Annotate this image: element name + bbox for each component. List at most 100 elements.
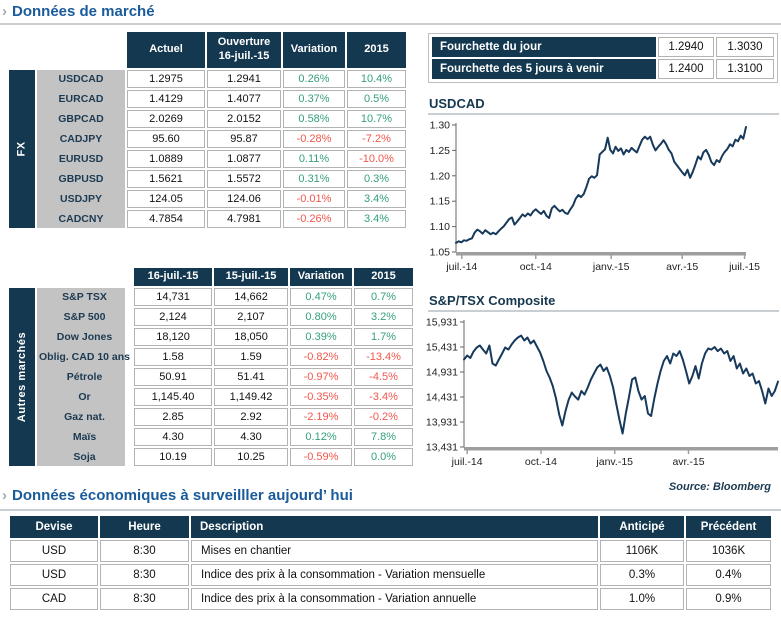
cell-day2: 51.41 [214,368,289,386]
cell-expected: 1.0% [600,588,684,610]
cell-ytd: -4.5% [354,368,414,386]
cell-variation: 0.39% [290,328,353,346]
cell-label: USDCAD [58,73,104,85]
cell-ytd: 10.7% [347,110,406,128]
table-row: USD 8:30 Mises en chantier 1106K 1036K [10,540,771,562]
section-title-market-text: Données de marché [12,3,155,20]
table-row: USDCAD 1.2975 1.2941 0.26% 10.4% [9,70,406,88]
table-row: S&P 500 2,124 2,107 0.80% 3.2% [9,308,414,326]
cell-day1: 1,145.40 [134,388,213,406]
svg-text:13,431: 13,431 [426,442,458,454]
cell-label: EURCAD [58,93,104,105]
svg-text:juil.-15: juil.-15 [728,261,760,273]
cell-day1: 4.30 [134,428,213,446]
header-2015: 2015 [354,268,414,286]
cell-variation: -0.82% [290,348,353,366]
cell-day1: 2,124 [134,308,213,326]
cell-ytd: 3.2% [354,308,414,326]
cell-currency: USD [10,540,98,562]
svg-text:13,931: 13,931 [426,417,458,429]
table-row: USD 8:30 Indice des prix à la consommation… [10,564,771,586]
cell-actual: 1.5621 [127,170,205,188]
cell-ytd: 3.4% [347,210,406,228]
svg-text:1.15: 1.15 [430,196,451,208]
usdcad-chart-title: USDCAD [429,96,485,111]
cell-variation: 0.80% [290,308,353,326]
svg-text:avr.-15: avr.-15 [666,261,698,273]
tsx-chart: 13,431 13,931 14,431 14,931 15,431 15,931 juil… [426,317,779,468]
cell-open: 1.2941 [207,70,281,88]
cell-high: 1.3100 [716,59,774,79]
cell-ytd: -7.2% [347,130,406,148]
ghost-cell [9,130,35,148]
cell-label: Maïs [72,431,97,443]
cell-day2: 18,050 [214,328,289,346]
ghost-cell [9,110,35,128]
table-row: CADCNY 4.7854 4.7981 -0.26% 3.4% [9,210,406,228]
cell-actual: 1.4129 [127,90,205,108]
section-title-econ-text: Données économiques à surveilller aujour… [12,487,353,504]
cell-open: 2.0152 [207,110,281,128]
range-box: Fourchette du jour 1.2940 1.3030 Fourchette… [428,33,778,83]
header-variation: Variation [290,268,353,286]
cell-actual: 2.0269 [127,110,205,128]
markets-group-bar: Autres marchés [9,288,35,466]
table-row: Oblig. CAD 10 ans 1.58 1.59 -0.82% -13.4% [9,348,414,366]
cell-description: Indice des prix à la consommation - Vari… [191,564,598,586]
table-row: CADJPY 95.60 95.87 -0.28% -7.2% [9,130,406,148]
header-anticipe: Anticipé [600,516,684,538]
ghost-cell [9,368,35,386]
table-row: EURUSD 1.0889 1.0877 0.11% -10.0% [9,150,406,168]
econ-header-row: Devise Heure Description Anticipé Précéd… [10,516,771,538]
cell-label: S&P 500 [63,311,106,323]
cell-variation: 0.11% [283,150,345,168]
ghost-cell [9,408,35,426]
cell-ytd: -0.2% [354,408,414,426]
header-ouverture-line2: 16-juil.-15 [218,50,270,62]
table-row: Or 1,145.40 1,149.42 -0.35% -3.4% [9,388,414,406]
cell-day2: 4.30 [214,428,289,446]
fx-header-row: Actuel Ouverture 16-juil.-15 Variation 2… [9,32,406,68]
cell-ytd: 7.8% [354,428,414,446]
svg-text:14,431: 14,431 [426,392,458,404]
table-row: Dow Jones 18,120 18,050 0.39% 1.7% [9,328,414,346]
cell-label: Or [78,391,91,403]
cell-day2: 14,662 [214,288,289,306]
svg-text:janv.-15: janv.-15 [592,261,630,273]
ghost-cell [9,170,35,188]
cell-day1: 14,731 [134,288,213,306]
header-heure: Heure [100,516,189,538]
cell-variation: -0.59% [290,448,353,466]
header-ouverture-line1: Ouverture [217,36,271,49]
cell-time: 8:30 [100,564,189,586]
cell-day2: 10.25 [214,448,289,466]
svg-text:14,931: 14,931 [426,367,458,379]
table-row: Fourchette du jour 1.2940 1.3030 [432,37,774,57]
economic-data-table: Devise Heure Description Anticipé Précéd… [8,514,773,612]
cell-day2: 2.92 [214,408,289,426]
fx-group-bar: FX [9,70,35,228]
fx-table: FX Actuel Ouverture 16-juil.-15 Variatio… [7,30,408,230]
cell-day1: 10.19 [134,448,213,466]
svg-text:15,931: 15,931 [426,317,458,329]
ghost-cell [9,190,35,208]
markets-header-row: 16-juil.-15 15-juil.-15 Variation 2015 [9,268,414,286]
cell-day1: 18,120 [134,328,213,346]
divider [428,310,779,312]
cell-actual: 1.0889 [127,150,205,168]
table-row: EURCAD 1.4129 1.4077 0.37% 0.5% [9,90,406,108]
cell-ytd: 0.0% [354,448,414,466]
cell-expected: 0.3% [600,564,684,586]
markets-label-strip [37,288,125,466]
cell-variation: -0.28% [283,130,345,148]
table-row: S&P TSX 14,731 14,662 0.47% 0.7% [9,288,414,306]
cell-label: Soja [73,451,96,463]
divider [0,509,781,511]
cell-label: Gaz nat. [64,411,105,423]
cell-open: 1.4077 [207,90,281,108]
cell-label: Pétrole [66,371,103,383]
cell-open: 1.5572 [207,170,281,188]
cell-label: Fourchette du jour [432,37,656,57]
cell-open: 95.87 [207,130,281,148]
